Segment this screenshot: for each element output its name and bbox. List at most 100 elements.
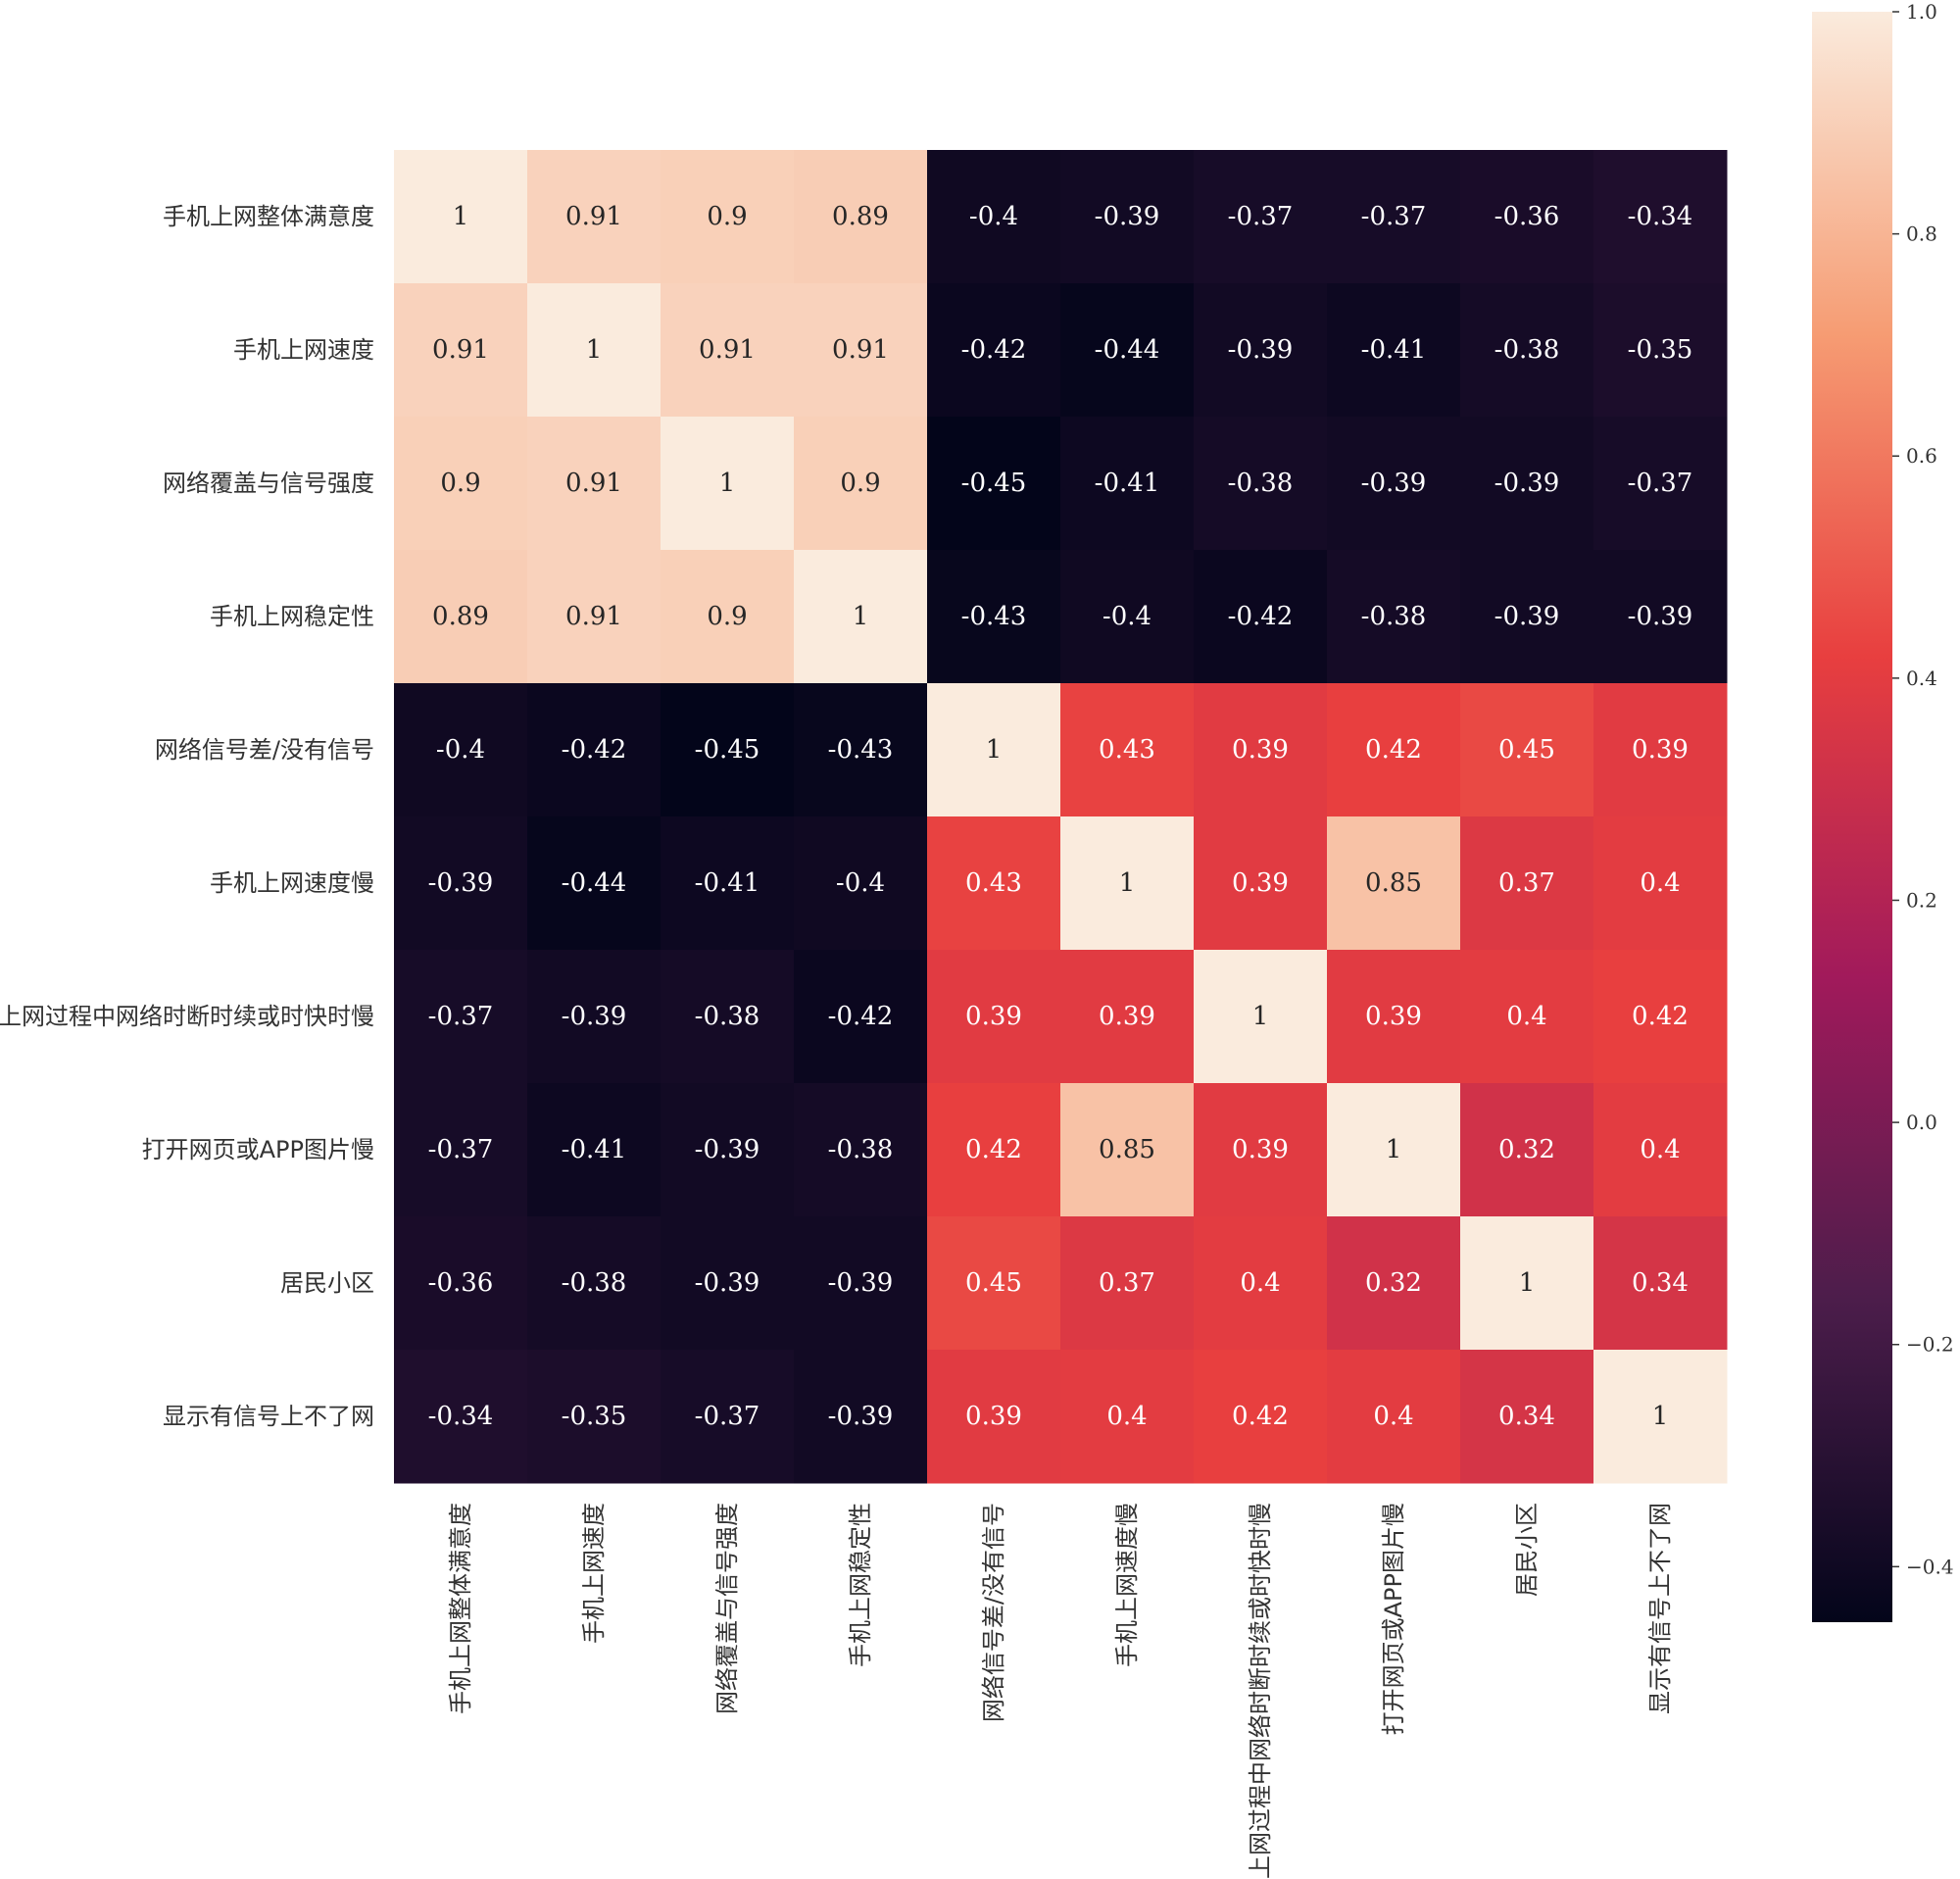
colorbar-tick-label: 0.4 <box>1906 667 1937 690</box>
heatmap-cell <box>661 1350 795 1484</box>
heatmap-cell <box>927 816 1061 951</box>
cell-value-label: -0.42 <box>828 1002 894 1031</box>
column-tick-label: 手机上网稳定性 <box>847 1503 874 1667</box>
cell-value-label: -0.4 <box>436 735 485 765</box>
heatmap-cell <box>1194 550 1328 684</box>
heatmap-cell <box>794 816 928 951</box>
cell-value-label: 1 <box>1252 1002 1269 1031</box>
cell-value-label: -0.38 <box>562 1268 627 1298</box>
cell-value-label: -0.39 <box>1095 202 1160 231</box>
cell-value-label: -0.39 <box>1361 469 1427 498</box>
cell-value-label: -0.4 <box>969 202 1018 231</box>
heatmap-cell <box>1460 950 1594 1084</box>
cell-value-label: -0.38 <box>1228 469 1294 498</box>
heatmap-cell <box>1194 816 1328 951</box>
heatmap-cell <box>394 1350 528 1484</box>
colorbar-tick-label: −0.2 <box>1906 1333 1954 1357</box>
column-tick-label: 网络覆盖与信号强度 <box>713 1503 741 1714</box>
colorbar-tick-label: 1.0 <box>1906 0 1937 24</box>
colorbar-tick-label: 0.2 <box>1906 888 1937 912</box>
heatmap-cell <box>1593 150 1728 284</box>
heatmap-cell <box>1327 950 1461 1084</box>
cell-value-label: 0.91 <box>565 602 622 631</box>
cell-value-label: -0.37 <box>1228 202 1294 231</box>
heatmap-cell <box>1060 1216 1195 1351</box>
cell-value-label: 0.43 <box>1099 735 1155 765</box>
cell-value-label: -0.41 <box>1095 469 1160 498</box>
heatmap-cell <box>394 1216 528 1351</box>
heatmap-cell <box>527 283 662 418</box>
cell-value-label: -0.37 <box>695 1402 760 1431</box>
cell-value-label: -0.38 <box>1494 335 1560 365</box>
cell-value-label: 0.39 <box>1232 735 1289 765</box>
heatmap-cell <box>927 283 1061 418</box>
cell-value-label: 0.4 <box>1506 1002 1546 1031</box>
cell-value-label: 0.34 <box>1632 1268 1689 1298</box>
heatmap-cell <box>1593 417 1728 551</box>
heatmap-cell <box>527 816 662 951</box>
cell-value-label: 0.85 <box>1365 868 1422 898</box>
heatmap-cell <box>1194 1350 1328 1484</box>
cell-value-label: -0.39 <box>1628 602 1693 631</box>
cell-value-label: -0.39 <box>828 1402 894 1431</box>
cell-value-label: -0.41 <box>562 1135 627 1164</box>
cell-value-label: 0.39 <box>1365 1002 1422 1031</box>
heatmap-cell <box>1460 150 1594 284</box>
cell-value-label: -0.34 <box>428 1402 494 1431</box>
cell-value-label: -0.38 <box>828 1135 894 1164</box>
cell-value-label: -0.34 <box>1628 202 1693 231</box>
heatmap-cell <box>1327 1216 1461 1351</box>
heatmap-cell <box>1593 1216 1728 1351</box>
cell-value-label: 0.42 <box>1365 735 1422 765</box>
heatmap-cell <box>1593 950 1728 1084</box>
cell-value-label: 0.39 <box>1232 868 1289 898</box>
cell-value-label: 0.9 <box>707 202 747 231</box>
heatmap-cell <box>794 150 928 284</box>
cell-value-label: 0.4 <box>1373 1402 1413 1431</box>
heatmap-cell <box>794 950 928 1084</box>
column-tick-label: 上网过程中网络时断时续或时快时慢 <box>1247 1503 1274 1879</box>
row-tick-label: 手机上网稳定性 <box>210 603 374 630</box>
cell-value-label: -0.37 <box>1361 202 1427 231</box>
cell-value-label: 0.9 <box>840 469 880 498</box>
cell-value-label: 1 <box>1119 868 1136 898</box>
row-tick-label: 上网过程中网络时断时续或时快时慢 <box>0 1003 374 1030</box>
heatmap-cell <box>1194 1083 1328 1217</box>
heatmap-cell <box>394 950 528 1084</box>
cell-value-label: 0.45 <box>1498 735 1555 765</box>
heatmap-cell <box>661 816 795 951</box>
cell-value-label: -0.41 <box>1361 335 1427 365</box>
cell-value-label: 0.32 <box>1365 1268 1422 1298</box>
heatmap-cell <box>1327 150 1461 284</box>
cell-value-label: -0.35 <box>1628 335 1693 365</box>
row-tick-label: 手机上网整体满意度 <box>163 203 374 230</box>
cell-value-label: -0.39 <box>562 1002 627 1031</box>
cell-value-label: 0.43 <box>965 868 1022 898</box>
row-tick-label: 显示有信号上不了网 <box>163 1403 374 1430</box>
cell-value-label: 0.42 <box>1232 1402 1289 1431</box>
heatmap-cell <box>1593 1083 1728 1217</box>
heatmap-cell <box>661 283 795 418</box>
column-tick-label: 手机上网速度慢 <box>1113 1503 1141 1667</box>
heatmap-cell <box>927 417 1061 551</box>
row-tick-label: 手机上网速度慢 <box>210 869 374 897</box>
heatmap-cell <box>1060 1083 1195 1217</box>
cell-value-label: 0.89 <box>832 202 889 231</box>
cell-value-label: 0.85 <box>1099 1135 1155 1164</box>
row-labels: 手机上网整体满意度手机上网速度网络覆盖与信号强度手机上网稳定性网络信号差/没有信… <box>0 203 374 1430</box>
row-tick-label: 网络覆盖与信号强度 <box>163 470 374 497</box>
cell-value-label: -0.37 <box>428 1135 494 1164</box>
heatmap-cell <box>661 683 795 817</box>
cell-value-label: -0.45 <box>961 469 1027 498</box>
heatmap-cell <box>1327 816 1461 951</box>
cell-value-label: -0.4 <box>836 868 885 898</box>
heatmap-cell <box>927 1350 1061 1484</box>
cell-value-label: 0.34 <box>1498 1402 1555 1431</box>
heatmap-cell <box>1593 550 1728 684</box>
heatmap-cell <box>794 1083 928 1217</box>
row-tick-label: 网络信号差/没有信号 <box>155 736 374 764</box>
heatmap-cell <box>527 1350 662 1484</box>
cell-value-label: -0.42 <box>562 735 627 765</box>
heatmap-cell <box>527 150 662 284</box>
